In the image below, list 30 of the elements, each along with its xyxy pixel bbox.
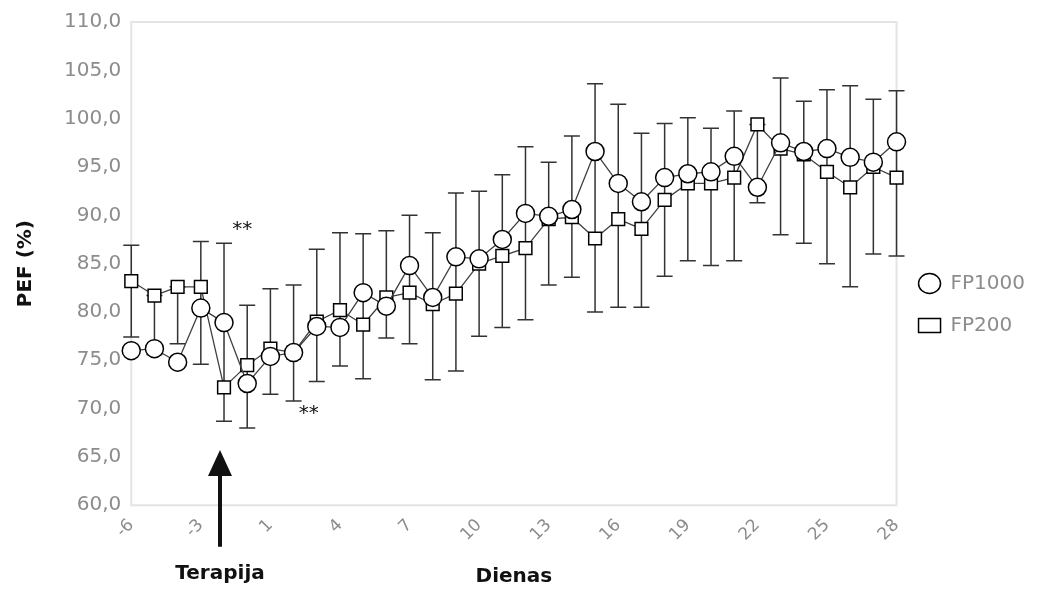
- y-tick-label: 65,0: [76, 443, 122, 468]
- x-tick-label: 28: [873, 514, 903, 544]
- y-tick-label: 80,0: [76, 298, 122, 323]
- y-tick-label: 75,0: [76, 346, 122, 371]
- x-tick-label: 10: [455, 514, 486, 544]
- y-axis-title: PEF (%): [12, 220, 37, 308]
- x-tick-label: 16: [594, 514, 625, 544]
- y-tick-label: 85,0: [76, 249, 122, 274]
- x-tick-label: 7: [393, 514, 416, 537]
- y-tick-label: 110,0: [63, 8, 122, 33]
- text: Terapija: [175, 560, 265, 584]
- x-tick-label: 25: [803, 514, 833, 544]
- x-tick-label: 22: [733, 514, 764, 544]
- annotation: **: [298, 399, 319, 424]
- x-tick-label: 13: [525, 514, 555, 544]
- y-tick-label: 105,0: [63, 56, 122, 81]
- x-tick-label: -6: [111, 514, 138, 541]
- x-axis-title: Dienas: [475, 563, 553, 588]
- x-tick-label: 19: [664, 514, 694, 544]
- y-tick-label: 60,0: [76, 491, 122, 516]
- y-tick-label: 95,0: [76, 153, 122, 178]
- y-tick-label: 100,0: [63, 104, 122, 129]
- x-tick-label: 4: [324, 514, 346, 537]
- x-tick-label: 1: [254, 514, 277, 537]
- legend-label: FP200: [950, 311, 1013, 336]
- y-tick-label: 70,0: [76, 394, 122, 419]
- x-tick-label: -3: [180, 514, 207, 541]
- annotation: **: [232, 216, 253, 241]
- y-tick-label: 90,0: [76, 201, 122, 226]
- legend-label: FP1000: [950, 269, 1026, 294]
